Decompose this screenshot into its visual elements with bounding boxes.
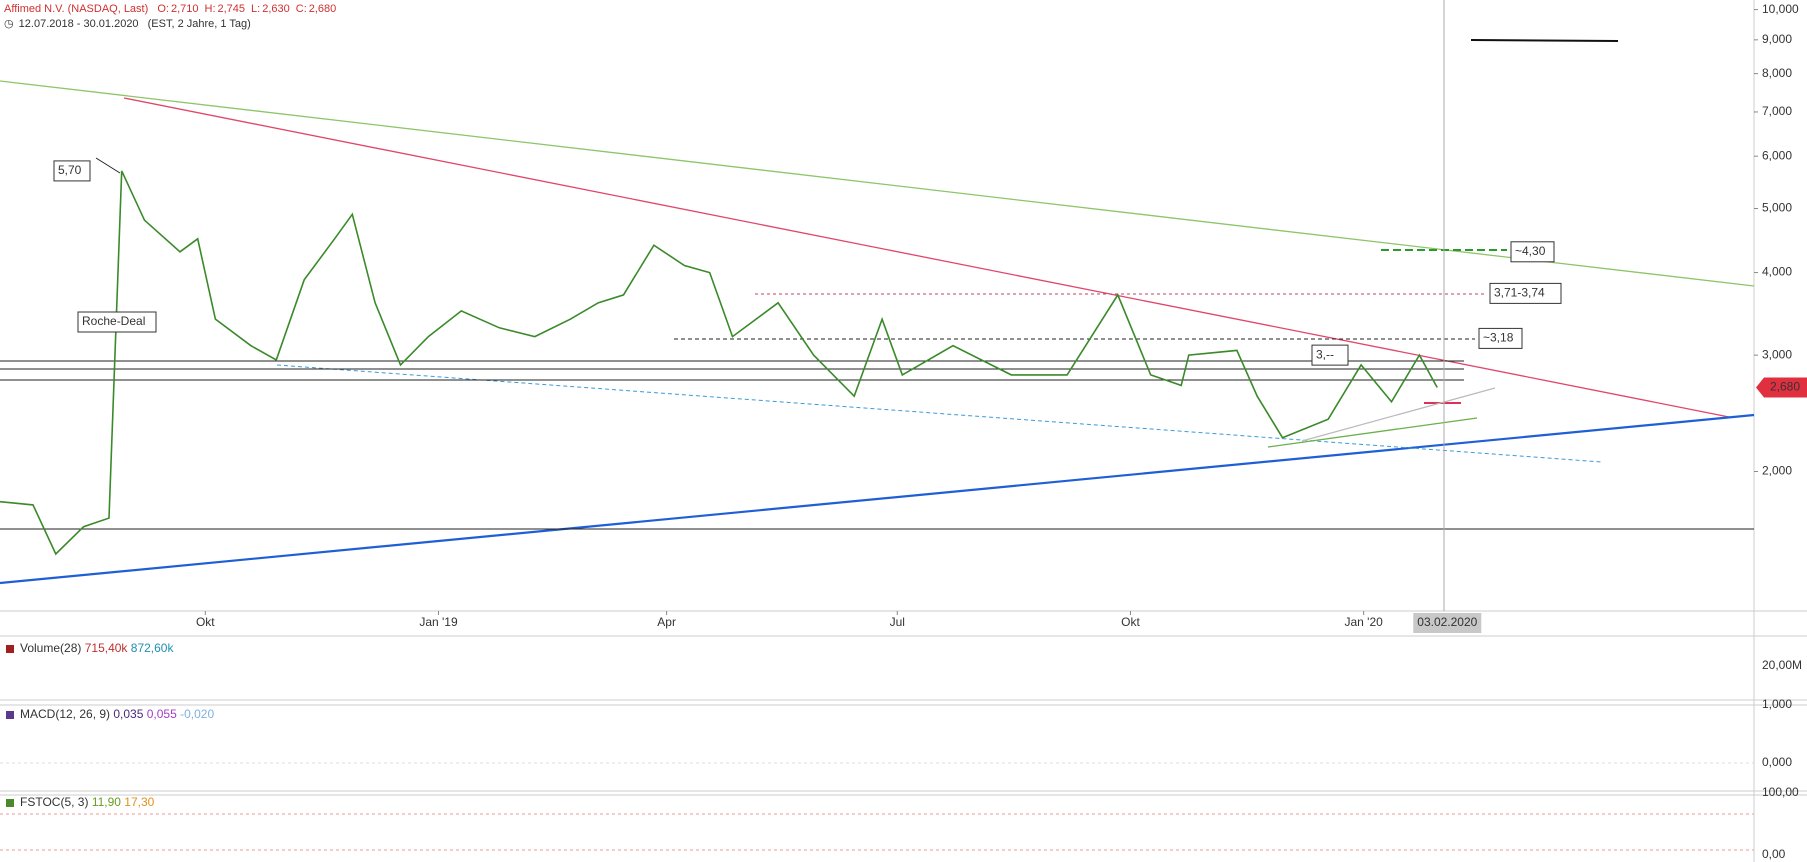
y-tick-label: 10,000	[1762, 2, 1799, 16]
quote-value: 2,745	[217, 3, 246, 15]
panel-title-text: MACD(12, 26, 9)	[20, 707, 110, 721]
panel-value: 0,055	[147, 707, 177, 721]
trendline	[1267, 417, 1478, 448]
panel-value: 715,40k	[85, 641, 129, 655]
quote-label: O:	[157, 3, 169, 15]
instrument-title: Affimed N.V. (NASDAQ, Last)	[4, 3, 149, 15]
y-tick-label: 9,000	[1762, 32, 1792, 46]
trendline	[0, 413, 1755, 585]
panel-value: 872,60k	[131, 641, 175, 655]
panel-title: FSTOC(5, 3) 11,90 17,30	[20, 795, 155, 809]
chart-settings: (EST, 2 Jahre, 1 Tag)	[147, 18, 251, 30]
panel-tick-label: 20,00M	[1762, 658, 1802, 672]
y-tick-label: 8,000	[1762, 66, 1792, 80]
header-line: ◷ 12.07.2018 - 30.01.2020 (EST, 2 Jahre,…	[4, 17, 348, 32]
axis-background	[1754, 0, 1807, 862]
panel-title-text: Volume(28)	[20, 641, 81, 655]
trendline	[0, 80, 1755, 287]
horizontal-line	[1470, 39, 1619, 42]
annotation-box	[1489, 282, 1562, 304]
annotation-label: 3,71-3,74	[1494, 286, 1545, 300]
x-tick-label: Okt	[196, 615, 215, 629]
annotation-label: 3,--	[1316, 347, 1334, 361]
quote-value: 2,710	[170, 3, 199, 15]
x-tick-label: Jan '19	[419, 615, 458, 629]
crosshair-label-box	[1413, 613, 1482, 633]
panel-icon	[6, 645, 14, 653]
annotation-label: ~3,18	[1483, 331, 1514, 345]
annotation-box	[77, 311, 157, 333]
y-tick-label: 4,000	[1762, 265, 1792, 279]
panel-icon	[6, 711, 14, 719]
panel-value: 0,035	[113, 707, 143, 721]
panel-value: -0,020	[180, 707, 214, 721]
y-tick-label: 5,000	[1762, 201, 1792, 215]
annotation-box	[53, 160, 91, 182]
header-line: Affimed N.V. (NASDAQ, Last) O: 2,710 H: 2,7…	[4, 2, 348, 17]
panel-title-text: FSTOC(5, 3)	[20, 795, 88, 809]
trendline	[123, 97, 1730, 418]
annotation-box	[1510, 241, 1555, 263]
y-tick-label: 7,000	[1762, 104, 1792, 118]
panel-tick-label: 0,00	[1762, 847, 1786, 861]
annotation-box	[1478, 327, 1523, 349]
trendline	[1301, 387, 1496, 442]
panel-title: Volume(28) 715,40k 872,60k	[20, 641, 174, 655]
last-price-label: 2,680	[1770, 380, 1800, 394]
crosshair-label: 03.02.2020	[1417, 615, 1477, 629]
panel-value: 17,30	[124, 795, 154, 809]
annotation-connector	[95, 157, 121, 174]
annotation-label: ~4,30	[1515, 244, 1546, 258]
quote-label: L:	[251, 3, 261, 15]
date-range: 12.07.2018 - 30.01.2020	[18, 18, 139, 30]
y-tick-label: 6,000	[1762, 148, 1792, 162]
clock-icon: ◷	[4, 18, 14, 30]
annotation-label: Roche-Deal	[82, 314, 145, 328]
price-line	[0, 170, 1438, 556]
x-tick-label: Jan '20	[1344, 615, 1383, 629]
x-tick-label: Okt	[1121, 615, 1140, 629]
y-tick-label: 3,000	[1762, 347, 1792, 361]
last-price-box	[1756, 377, 1807, 398]
annotation-box	[1311, 344, 1349, 366]
quote-label: H:	[204, 3, 216, 15]
panel-tick-label: 0,000	[1762, 755, 1792, 769]
annotation-label: 5,70	[58, 163, 82, 177]
panel-tick-label: 100,00	[1762, 785, 1799, 799]
panel-title: MACD(12, 26, 9) 0,035 0,055 -0,020	[20, 707, 214, 721]
y-tick-label: 2,000	[1762, 464, 1792, 478]
quote-value: 2,630	[262, 3, 290, 15]
x-tick-label: Apr	[657, 615, 676, 629]
header: Affimed N.V. (NASDAQ, Last) O: 2,710 H: 2,7…	[4, 2, 348, 32]
panel-icon	[6, 799, 14, 807]
panel-value: 11,90	[92, 795, 121, 809]
trendline	[276, 364, 1603, 463]
panel-tick-label: 1,000	[1762, 697, 1792, 711]
quote-value: 2,680	[308, 3, 337, 15]
x-tick-label: Jul	[890, 615, 905, 629]
quote: O: 2,710 H: 2,745 L: 2,630 C: 2,680	[157, 3, 342, 15]
quote-label: C:	[295, 3, 307, 15]
